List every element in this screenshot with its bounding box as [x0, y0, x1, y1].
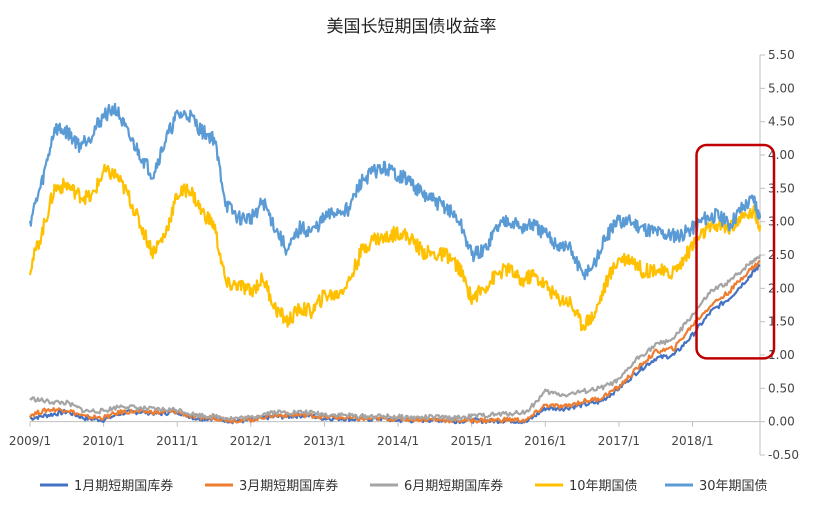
x-tick-label: 2013/1	[303, 434, 345, 448]
y-tick-label: 0.00	[768, 415, 795, 429]
x-tick-label: 2010/1	[83, 434, 125, 448]
x-tick-label: 2014/1	[377, 434, 419, 448]
legend-label: 1月期短期国库券	[74, 478, 173, 494]
y-tick-label: 3.50	[768, 181, 795, 195]
legend-label: 30年期国债	[699, 479, 768, 494]
legend-label: 6月期短期国库券	[404, 478, 503, 494]
y-tick-label: 5.50	[768, 48, 795, 62]
y-tick-label: 2.50	[768, 248, 795, 262]
highlight-box	[695, 143, 776, 360]
series-line	[29, 260, 761, 424]
y-tick-label: 1.50	[768, 315, 795, 329]
series-line	[28, 102, 762, 281]
y-tick-label: 0.50	[768, 381, 795, 395]
x-tick-label: 2012/1	[230, 434, 272, 448]
legend-label: 3月期短期国库券	[239, 478, 338, 494]
y-tick-label: 2.00	[768, 281, 795, 295]
x-tick-label: 2009/1	[9, 434, 51, 448]
x-tick-label: 2015/1	[451, 434, 493, 448]
y-tick-label: 3.00	[768, 215, 795, 229]
x-tick-label: 2018/1	[671, 434, 713, 448]
y-tick-label: 4.50	[768, 115, 795, 129]
x-tick-label: 2016/1	[524, 434, 566, 448]
series-line	[29, 263, 761, 425]
y-tick-label: -0.50	[768, 448, 799, 462]
y-tick-label: 5.00	[768, 81, 795, 95]
legend-label: 10年期国债	[569, 479, 638, 494]
x-tick-label: 2011/1	[156, 434, 198, 448]
chart-title: 美国长短期国债收益率	[326, 17, 497, 37]
series-line	[28, 163, 762, 332]
series-line	[29, 254, 762, 422]
x-tick-label: 2017/1	[598, 434, 640, 448]
